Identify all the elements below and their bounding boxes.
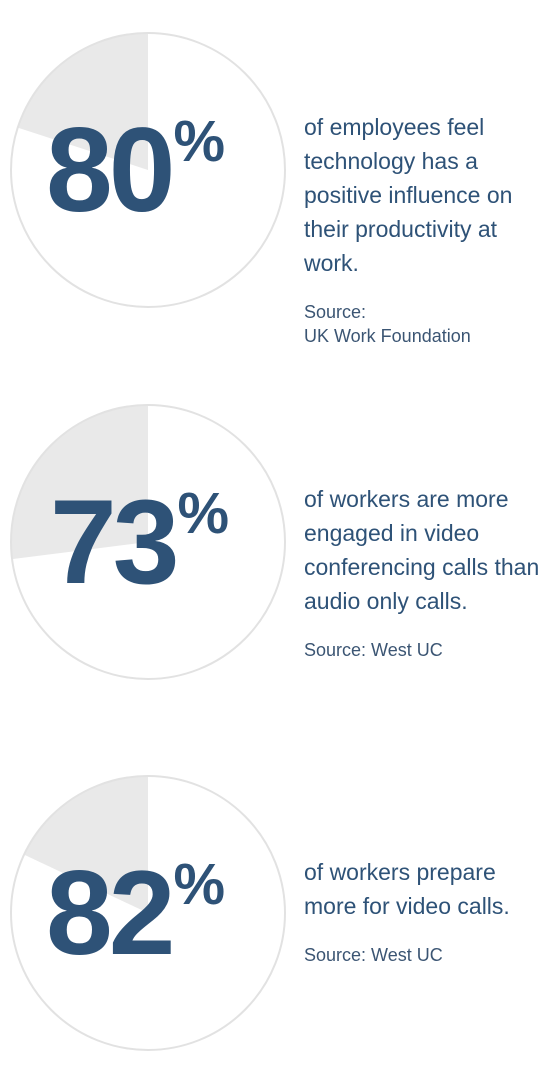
- stat-description-1: of employees feel technology has a posit…: [304, 114, 513, 276]
- percentage-value-3: 82: [46, 846, 175, 980]
- stat-description-2: of workers are more engaged in video con…: [304, 486, 540, 614]
- percent-sign-2: %: [177, 481, 230, 546]
- percent-sign-1: %: [173, 109, 226, 174]
- pie-chart-2: [8, 402, 288, 682]
- big-percentage-1: 80 %: [46, 30, 225, 310]
- percentage-value-1: 80: [46, 103, 175, 237]
- pie-svg: [10, 404, 286, 680]
- stat-source-3: Source: West UC: [304, 943, 544, 967]
- source-line: Source: West UC: [304, 945, 443, 965]
- stat-block-1: 80 % of employees feel technology has a …: [0, 30, 559, 346]
- pie-slice-remainder: [24, 776, 148, 913]
- big-percentage-2: 73 %: [50, 402, 229, 682]
- pie-chart-3: [8, 773, 288, 1053]
- source-line: Source:: [304, 302, 367, 322]
- stat-block-3: 82 % of workers prepare more for video c…: [0, 773, 559, 1053]
- pie-slice-value: [10, 33, 285, 307]
- stat-source-1: Source: UK Work Foundation: [304, 300, 544, 348]
- pie-svg: [10, 32, 286, 308]
- pie-outline: [10, 775, 286, 1051]
- pie-slice-remainder: [17, 33, 148, 170]
- big-percentage-3: 82 %: [46, 773, 225, 1053]
- pie-slice-value: [10, 776, 285, 1050]
- pie-outline: [10, 404, 286, 680]
- percent-sign-3: %: [173, 852, 226, 917]
- pie-slice-remainder: [10, 405, 148, 560]
- stat-text-1: of employees feel technology has a posit…: [304, 110, 544, 348]
- stat-text-2: of workers are more engaged in video con…: [304, 482, 544, 662]
- pie-outline: [10, 32, 286, 308]
- pie-chart-1: [8, 30, 288, 310]
- stat-block-2: 73 % of workers are more engaged in vide…: [0, 402, 559, 682]
- percentage-value-2: 73: [50, 475, 179, 609]
- stat-description-3: of workers prepare more for video calls.: [304, 859, 510, 919]
- source-line: UK Work Foundation: [304, 326, 471, 346]
- source-line: Source: West UC: [304, 640, 443, 660]
- stat-source-2: Source: West UC: [304, 638, 544, 662]
- stat-text-3: of workers prepare more for video calls.…: [304, 855, 544, 967]
- pie-slice-value: [12, 405, 285, 679]
- pie-svg: [10, 775, 286, 1051]
